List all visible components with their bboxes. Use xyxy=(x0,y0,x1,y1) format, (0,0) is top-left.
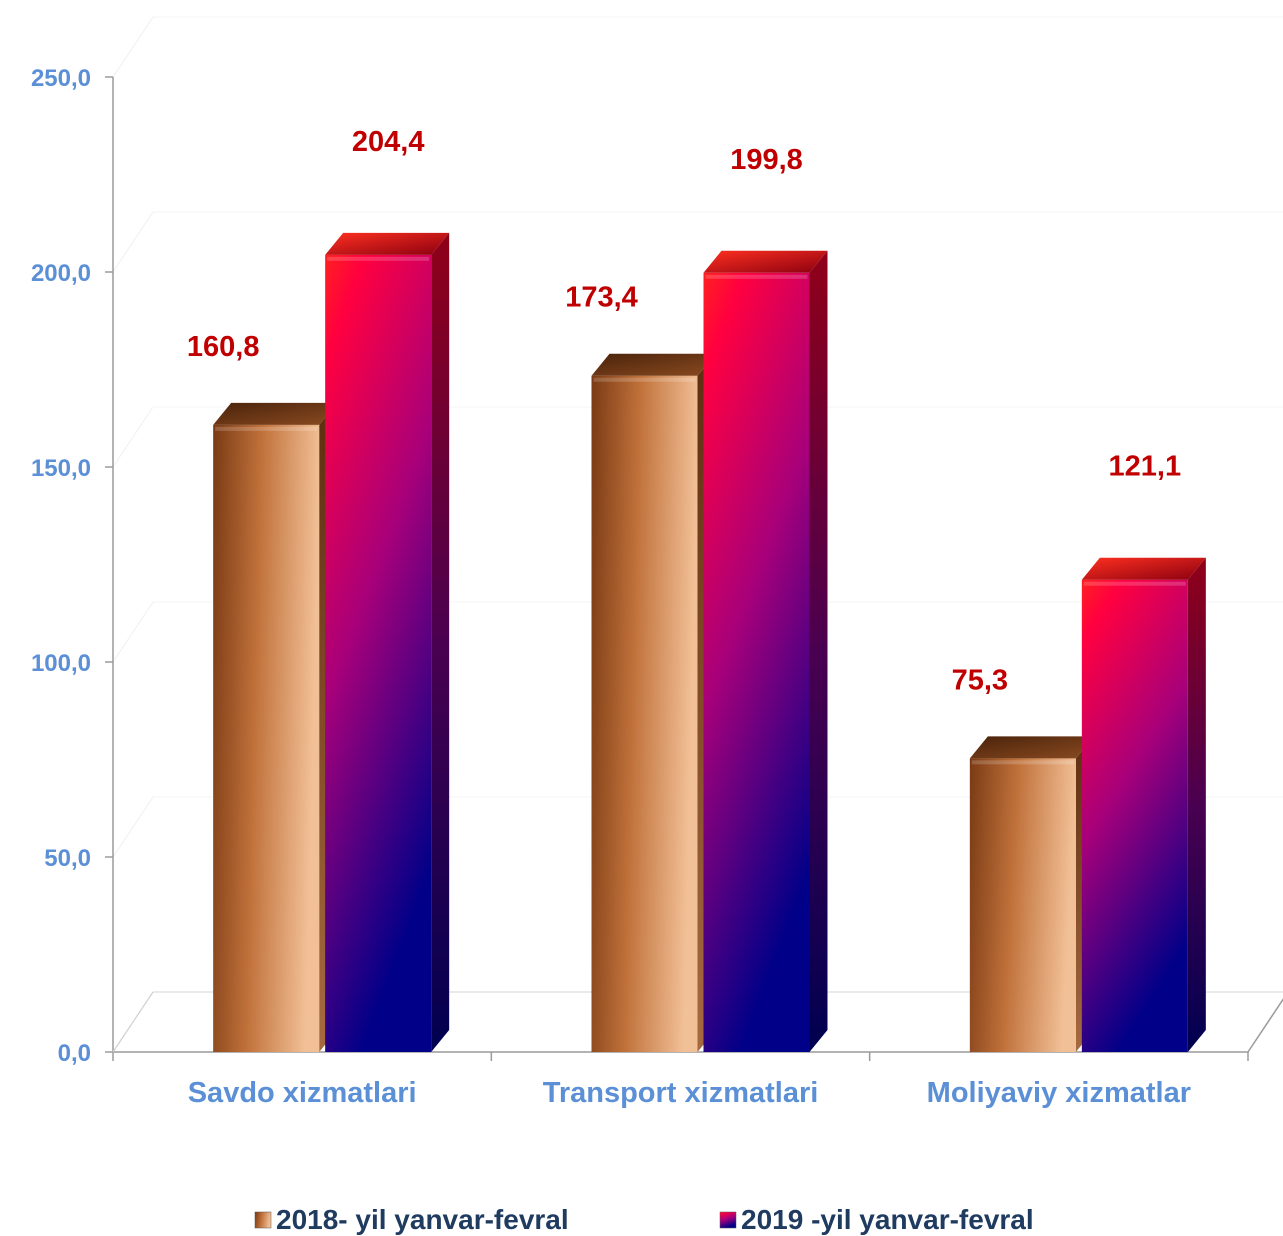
bar xyxy=(591,375,698,1052)
floor-right-edge xyxy=(1247,998,1283,1053)
gridline-diagonal xyxy=(112,211,154,273)
legend: 2018- yil yanvar-fevral 2019 -yil yanvar-… xyxy=(254,1204,1034,1235)
bar-top xyxy=(213,402,338,425)
bar-top xyxy=(591,353,716,376)
bar-top xyxy=(969,736,1094,759)
bar-top xyxy=(1081,557,1206,580)
bar-highlight xyxy=(327,256,430,261)
category-label: Savdo xizmatlari xyxy=(188,1077,417,1109)
value-labels: 160,8 204,4 173,4 199,8 75,3 121,1 xyxy=(187,126,1181,696)
value-label: 199,8 xyxy=(730,144,803,176)
bar-side xyxy=(809,250,828,1052)
value-label: 173,4 xyxy=(565,282,638,314)
bars xyxy=(213,232,1206,1053)
bar-top xyxy=(703,250,828,273)
bar-side xyxy=(431,232,450,1053)
bar xyxy=(1081,579,1188,1052)
bar-highlight xyxy=(215,426,318,431)
y-axis-ticks: 0,0 50,0 100,0 150,0 200,0 250,0 xyxy=(31,65,91,1067)
bar-highlight xyxy=(971,760,1074,765)
y-tick-label: 50,0 xyxy=(44,845,91,872)
category-label: Moliyaviy xizmatlar xyxy=(927,1077,1191,1109)
gridline-diagonal xyxy=(112,601,154,663)
legend-swatch xyxy=(254,1211,272,1229)
bar-highlight xyxy=(593,377,696,382)
gridline-diagonal xyxy=(112,16,154,78)
bar-top xyxy=(325,232,450,255)
value-label: 204,4 xyxy=(352,126,425,158)
category-label: Transport xizmatlari xyxy=(543,1077,819,1109)
legend-label: 2018- yil yanvar-fevral xyxy=(276,1204,569,1235)
x-axis-categories: Savdo xizmatlari Transport xizmatlari Moli… xyxy=(188,1077,1191,1109)
bar-highlight xyxy=(1083,581,1186,586)
y-tick-label: 100,0 xyxy=(31,650,91,677)
value-label: 75,3 xyxy=(952,664,1008,696)
floor-left-edge xyxy=(112,991,154,1053)
value-label: 121,1 xyxy=(1109,451,1182,483)
legend-swatch xyxy=(719,1211,737,1229)
gridline-diagonal xyxy=(112,406,154,468)
y-tick-label: 200,0 xyxy=(31,260,91,287)
value-label: 160,8 xyxy=(187,331,260,363)
y-tick-label: 250,0 xyxy=(31,65,91,92)
bar xyxy=(969,758,1076,1052)
bar xyxy=(213,424,320,1052)
bar-side xyxy=(1187,557,1206,1052)
bar-highlight xyxy=(705,274,808,279)
y-tick-label: 0,0 xyxy=(58,1040,91,1067)
bar xyxy=(703,272,810,1052)
gridline-diagonal xyxy=(112,796,154,858)
y-tick-label: 150,0 xyxy=(31,455,91,482)
bar xyxy=(325,254,432,1053)
legend-label: 2019 -yil yanvar-fevral xyxy=(741,1204,1034,1235)
